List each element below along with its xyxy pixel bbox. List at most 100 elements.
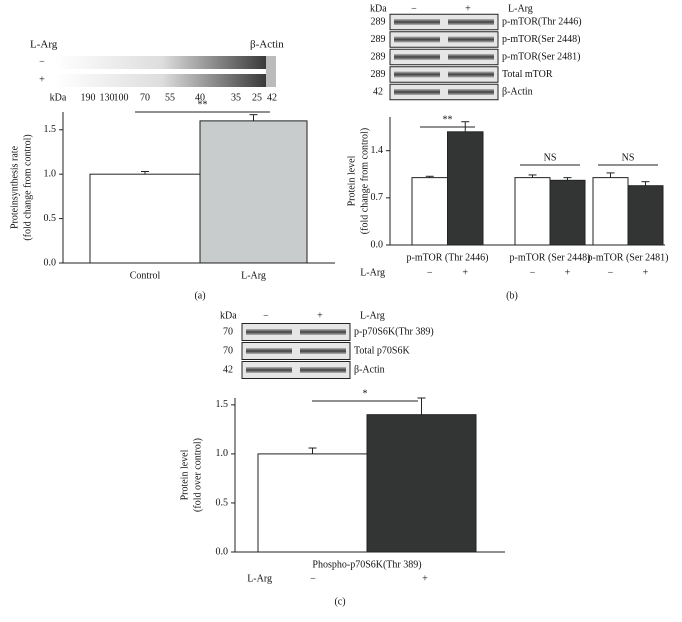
annotation: ** [443,114,453,125]
marker-label: 55 [165,92,175,103]
marker-label: 25 [252,92,262,103]
kda-label: kDa [220,310,237,321]
series-label: + [462,267,468,278]
y-tick-label: 1.0 [216,448,229,459]
kda-value: 289 [371,69,386,80]
blot-treatment: L-Arg [30,39,58,51]
y-tick-label: 0.7 [371,192,384,203]
series-label: − [608,267,614,278]
y-tick-label: 0.0 [44,257,57,268]
blot-band [246,367,292,373]
bar [549,179,586,246]
lane-label: − [263,310,269,321]
x-tick-label: L-Arg [241,270,266,281]
y-axis-label: (fold change from control) [359,128,370,234]
y-tick-label: 0.0 [216,546,229,557]
kda-value: 70 [223,345,233,356]
y-tick-label: 1.0 [44,168,57,179]
series-label: − [530,267,536,278]
treatment-label: L-Arg [360,267,385,278]
bar [366,414,477,553]
blot-treatment: L-Arg [508,3,533,14]
blot-band [448,89,494,95]
marker-label: 35 [231,92,241,103]
x-tick-label: Control [130,270,161,281]
y-axis-label: Proteinsynthesis rate [9,145,20,229]
blot-band [300,329,346,335]
marker-label: 42 [267,92,277,103]
lane-label: + [465,3,471,14]
y-tick-label: 1.5 [44,124,57,135]
blot-band [246,329,292,335]
bar [411,177,448,246]
kda-value: 289 [371,34,386,45]
blot-frame [241,361,351,379]
blot-frame [389,13,499,31]
blot-frame [241,342,351,360]
blot-row-label: p-p70S6K(Thr 389) [354,326,434,337]
x-tick-label: p-mTOR (Ser 2448) [510,252,591,263]
lane-label: + [39,74,45,85]
treatment-label: L-Arg [247,573,272,584]
blot-band [448,36,494,43]
series-label: − [427,267,433,278]
lane-label: − [39,56,45,67]
series-label: + [422,573,428,584]
bar [592,177,629,246]
series-label: + [565,267,571,278]
annotation: ** [198,99,208,110]
kda-value: 42 [373,86,383,97]
y-tick-label: 1.4 [371,145,384,156]
bar [627,185,664,246]
blot-strip [266,56,276,87]
panel-label: (c) [334,596,345,607]
blot-frame [389,66,499,83]
bar [514,177,551,246]
blot-protein: β-Actin [250,39,284,51]
y-axis-label: (fold change from control) [22,134,33,240]
blot-band [394,19,440,25]
panel-label: (a) [194,290,205,301]
marker-label: 40 [195,92,205,103]
blot-band [300,367,346,373]
y-tick-label: 0.0 [371,239,384,250]
blot-row-label: p-mTOR(Ser 2481) [502,51,580,62]
y-axis-label: Protein level [179,449,190,500]
kda-value: 289 [371,51,386,62]
y-axis-label: Protein level [346,155,357,206]
x-tick-label: Phospho-p70S6K(Thr 389) [312,559,421,570]
blot-band [448,71,494,78]
blot-band [394,54,440,60]
blot-row-label: p-mTOR(Ser 2448) [502,34,580,45]
kda-value: 70 [223,326,233,337]
annotation: * [363,388,368,399]
blot-treatment: L-Arg [360,310,385,321]
blot-band [394,36,440,43]
lane-label: − [411,3,417,14]
bar [199,120,308,264]
x-tick-label: p-mTOR (Thr 2446) [406,252,488,263]
series-label: + [643,267,649,278]
blot-strip [55,74,270,87]
marker-label: 70 [140,92,150,103]
kda-label: kDa [50,92,67,103]
y-axis-label: (fold over control) [192,438,203,512]
blot-strip [55,56,270,69]
blot-band [448,19,494,25]
blot-row-label: β-Actin [502,86,533,97]
marker-label: 190 [81,92,96,103]
bar [447,131,484,246]
bar [257,453,368,553]
lane-label: + [317,310,323,321]
marker-label: 130 [100,92,115,103]
y-tick-label: 0.5 [216,497,229,508]
blot-row-label: Total p70S6K [354,345,410,356]
y-tick-label: 1.5 [216,399,229,410]
annotation: NS [622,152,635,163]
blot-row-label: β-Actin [354,364,385,375]
blot-band [394,89,440,95]
x-tick-label: p-mTOR (Ser 2481) [588,252,669,263]
kda-value: 42 [223,364,233,375]
